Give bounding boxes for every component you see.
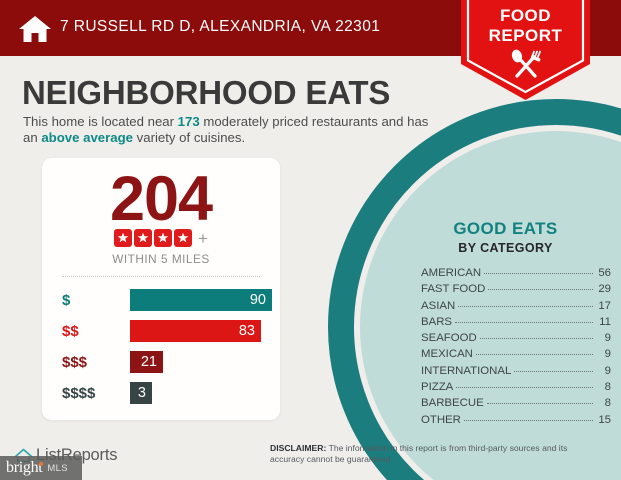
leader-dots — [475, 353, 593, 356]
category-name: ASIAN — [421, 299, 456, 312]
leader-dots — [458, 305, 593, 307]
category-name: SEAFOOD — [421, 332, 477, 345]
leader-dots — [486, 402, 593, 405]
restaurant-count-highlight: 173 — [177, 114, 200, 129]
category-count: 8 — [604, 397, 611, 410]
price-bar-row: $90 — [62, 288, 272, 319]
price-bar: 90 — [130, 289, 272, 311]
price-level-label: $$ — [62, 323, 79, 340]
category-count: 11 — [599, 315, 611, 328]
category-name: AMERICAN — [421, 267, 482, 279]
category-row: MEXICAN 9 — [421, 348, 611, 364]
category-row: BARS 11 — [421, 316, 611, 332]
spoon-fork-icon — [509, 48, 543, 80]
price-bar-value: 83 — [238, 323, 255, 339]
category-row: FAST FOOD 29 — [421, 283, 611, 299]
card-divider — [62, 276, 260, 277]
badge-text: FOOD REPORT — [461, 6, 590, 46]
category-count: 17 — [598, 299, 611, 312]
category-row: BARBECUE 8 — [421, 397, 611, 413]
summary-part2: moderately priced restaurants and has an — [23, 114, 429, 145]
category-row: AMERICAN 56 — [421, 267, 611, 283]
price-bar-chart: $90 $$ 83 $$$ 21 $$$$ 3 — [62, 288, 272, 412]
star-icon — [174, 229, 193, 247]
food-report-badge: FOOD REPORT — [461, 0, 590, 100]
star-icon — [154, 229, 173, 247]
category-name: OTHER — [421, 413, 461, 426]
price-bar-value: 3 — [137, 385, 146, 401]
leader-dots — [455, 321, 593, 323]
radius-caption: WITHIN 5 MILES — [112, 252, 210, 266]
leader-dots — [456, 386, 593, 389]
star-plus: + — [198, 228, 208, 248]
bright-dot-icon — [39, 462, 44, 466]
star-icon — [134, 229, 153, 247]
restaurant-stat-card: 204 + WITHIN 5 MILES $90 $$ 83 $$$ 21 $$$$ 3 — [42, 158, 280, 420]
category-name: MEXICAN — [421, 348, 473, 361]
bright-mls-watermark: bright MLS — [0, 456, 82, 480]
price-level-label: $$$$ — [62, 385, 96, 402]
variety-highlight: above average — [41, 130, 133, 145]
good-eats-panel: GOOD EATS BY CATEGORY AMERICAN 56 FAST FOO… — [413, 205, 621, 440]
price-bar-value: 21 — [140, 354, 157, 370]
category-count: 29 — [598, 283, 611, 296]
category-name: BARS — [421, 315, 453, 328]
price-bar: 21 — [130, 351, 163, 373]
category-name: PIZZA — [421, 381, 454, 394]
category-name: INTERNATIONAL — [421, 364, 512, 377]
summary-text: This home is located near 173 moderately… — [23, 114, 443, 146]
price-bar-row: $$$ 21 — [62, 350, 272, 381]
category-row: SEAFOOD 9 — [421, 332, 611, 348]
badge-line2: REPORT — [488, 26, 563, 45]
category-count: 8 — [604, 381, 611, 394]
category-row: INTERNATIONAL 9 — [421, 365, 611, 381]
category-count: 9 — [604, 364, 611, 377]
price-bar-value: 90 — [249, 292, 266, 308]
category-count: 9 — [604, 332, 611, 345]
price-level-label: $$$ — [62, 354, 88, 371]
category-name: FAST FOOD — [421, 283, 486, 296]
price-bar-row: $$$$ 3 — [62, 381, 272, 412]
leader-dots — [463, 419, 593, 421]
bright-wordmark: bright — [6, 459, 43, 476]
restaurant-total: 204 — [109, 164, 213, 234]
summary-part3: variety of cuisines. — [132, 130, 246, 145]
price-level-label: $ — [62, 292, 71, 309]
property-address: 7 RUSSELL RD D, ALEXANDRIA, VA 22301 — [60, 18, 381, 35]
leader-dots — [514, 370, 593, 372]
star-rating: + — [42, 229, 280, 247]
leader-dots — [484, 272, 593, 274]
price-bar: 83 — [130, 320, 261, 342]
mls-label: MLS — [47, 462, 68, 474]
category-row: OTHER 15 — [421, 414, 611, 430]
category-row: PIZZA 8 — [421, 381, 611, 397]
disclaimer-label: DISCLAIMER: — [270, 443, 327, 453]
category-row: ASIAN 17 — [421, 300, 611, 316]
house-icon — [18, 15, 52, 43]
category-count: 15 — [598, 413, 611, 426]
badge-line1: FOOD — [499, 6, 552, 25]
leader-dots — [488, 288, 593, 291]
category-count: 56 — [598, 267, 611, 279]
category-count: 9 — [604, 348, 611, 361]
good-eats-title: GOOD EATS — [453, 219, 558, 238]
category-name: BARBECUE — [421, 397, 484, 410]
category-list: AMERICAN 56 FAST FOOD 29 ASIAN 17 BARS 11 SEAFOO… — [421, 267, 611, 430]
page-title: NEIGHBORHOOD EATS — [22, 74, 391, 111]
star-icon — [114, 229, 133, 247]
leader-dots — [479, 337, 593, 340]
good-eats-subtitle: BY CATEGORY — [458, 241, 553, 255]
price-bar-row: $$ 83 — [62, 319, 272, 350]
summary-part1: This home is located near — [23, 114, 178, 129]
disclaimer: DISCLAIMER: The information in this repo… — [270, 443, 598, 464]
price-bar: 3 — [130, 382, 152, 404]
